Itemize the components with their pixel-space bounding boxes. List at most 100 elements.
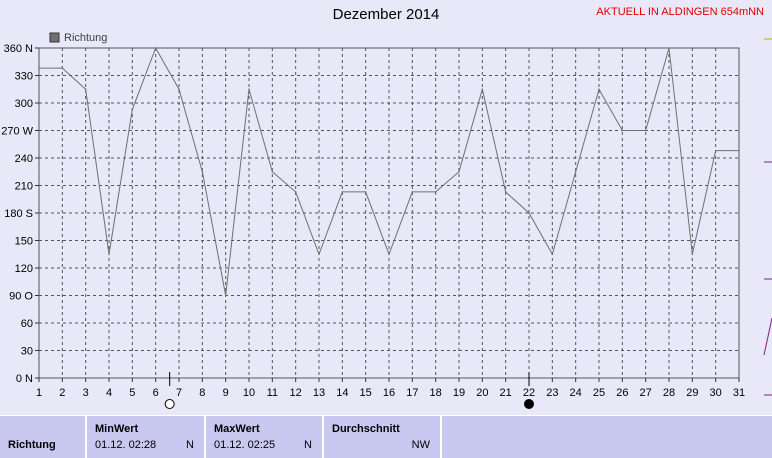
y-tick-labels: 0 N 30 60 90 O 120 150 180 S 210 240 270 W 300 330 3… [1,43,39,385]
data-point [38,67,40,69]
min-value: 01.12. 02:28 [95,439,157,451]
avg-direction: NW [411,439,430,451]
data-point [248,88,250,91]
x-tick-label: 4 [106,387,112,399]
avg-label: Durchschnitt [332,423,400,435]
x-tick-label: 10 [243,387,255,399]
moon-full-icon [164,399,175,409]
x-tick-label: 1 [36,387,42,399]
data-point [84,88,87,91]
y-tick-label: 120 [15,263,33,275]
data-point [528,212,530,214]
y-tick-label: 90 O [9,291,33,303]
stats-row-label-cell: Richtung [0,415,87,458]
x-tick-label: 31 [733,387,745,399]
data-point [201,170,204,173]
data-point [598,88,600,91]
max-direction: N [304,439,312,451]
x-tick-label: 17 [406,387,418,399]
stats-min-cell: MinWert 01.12. 02:28 N [87,415,206,458]
data-point [61,67,64,69]
min-label: MinWert [95,423,139,435]
data-point [574,170,577,173]
x-tick-label: 18 [430,387,442,399]
stats-row-label: Richtung [8,439,56,451]
data-point [178,88,180,91]
stats-max-cell: MaxWert 01.12. 02:25 N [206,415,324,458]
x-tick-label: 13 [313,387,325,399]
x-tick-label: 20 [476,387,488,399]
x-tick-label: 23 [546,387,558,399]
data-point [644,129,647,132]
x-tick-label: 16 [383,387,395,399]
y-tick-label: 150 [15,236,33,248]
x-tick-label: 12 [290,387,302,399]
y-tick-label: 180 S [4,208,33,220]
y-tick-label: 60 [21,318,33,330]
data-point [738,149,740,152]
x-tick-label: 22 [523,387,535,399]
x-tick-label: 14 [336,387,348,399]
data-point [551,253,554,256]
data-point [341,191,344,193]
x-tick-label: 27 [640,387,652,399]
legend-swatch [49,32,60,43]
data-point [131,108,134,111]
x-tick-label: 29 [686,387,698,399]
max-value: 01.12. 02:25 [214,439,276,451]
x-tick-label: 11 [267,387,278,399]
x-tick-label: 3 [83,387,89,399]
data-point [411,191,414,193]
data-point [668,47,670,49]
data-point [691,253,694,256]
data-point [364,191,367,193]
stats-panel: Richtung MinWert 01.12. 02:28 N MaxWert … [0,415,772,458]
x-tick-label: 7 [176,387,182,399]
data-point [224,294,227,297]
data-point [271,170,274,173]
moon-markers [164,372,534,409]
y-tick-label: 360 N [4,43,33,55]
right-edge-stroke [763,317,772,356]
data-point [388,253,390,256]
x-tick-label: 5 [129,387,135,399]
legend: Richtung [49,32,107,44]
data-point [621,129,624,132]
legend-label: Richtung [64,32,107,44]
x-tick-label: 26 [616,387,628,399]
x-tick-label: 28 [663,387,675,399]
y-tick-label: 330 [15,71,33,83]
x-tick-labels: 1 2 3 4 5 6 7 8 9 10 11 12 13 14 15 16 17 18 19 20 21 22 23 24 2… [36,378,745,399]
y-tick-label: 0 N [16,373,33,385]
series-points [38,47,740,297]
x-tick-label: 8 [199,387,205,399]
stats-avg-cell: Durchschnitt NW [324,415,442,458]
grid [39,48,739,378]
y-tick-label: 240 [15,153,33,165]
x-tick-label: 30 [710,387,722,399]
x-tick-label: 2 [59,387,65,399]
x-tick-label: 6 [153,387,159,399]
data-point [318,253,320,256]
y-tick-label: 30 [21,346,33,358]
data-point [714,149,717,152]
data-point [108,253,110,256]
y-tick-label: 210 [15,181,33,193]
data-point [481,88,484,91]
x-tick-label: 24 [570,387,582,399]
x-tick-label: 15 [360,387,372,399]
data-point [504,191,507,193]
x-tick-label: 9 [223,387,229,399]
live-station-label: AKTUELL IN ALDINGEN 654mNN [596,6,764,18]
moon-new-icon [524,399,534,409]
y-tick-label: 300 [15,98,33,110]
data-point [294,191,297,193]
data-point [458,170,460,173]
max-label: MaxWert [214,423,260,435]
y-tick-label: 270 W [1,126,33,138]
data-point [434,191,437,193]
min-direction: N [186,439,194,451]
x-tick-label: 25 [593,387,605,399]
x-tick-label: 21 [500,387,512,399]
